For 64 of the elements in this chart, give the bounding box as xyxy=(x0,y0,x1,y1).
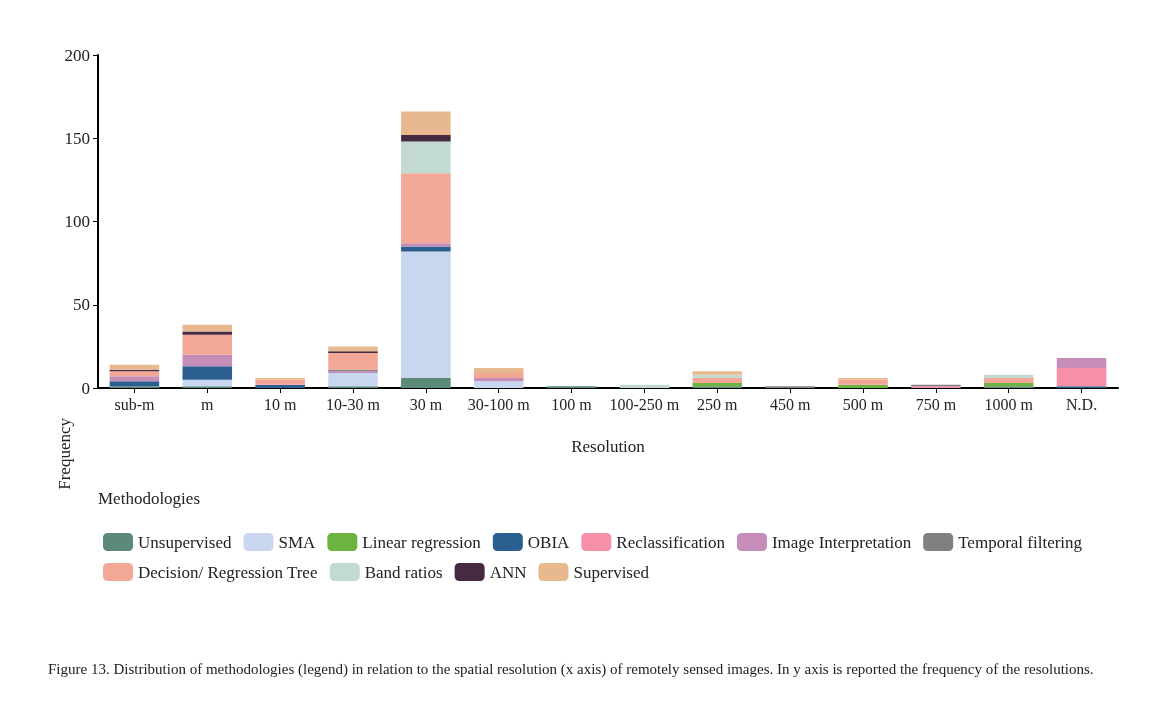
y-tick-label: 100 xyxy=(64,212,90,231)
x-tick-label: 250 m xyxy=(697,395,739,413)
x-tick-label: 500 m xyxy=(842,395,884,413)
x-tick-label: m xyxy=(201,395,215,413)
bar xyxy=(838,379,888,385)
x-axis-title: Resolution xyxy=(571,437,646,456)
x-tick-label: 100-250 m xyxy=(609,395,680,413)
legend-label: Supervised xyxy=(573,562,650,582)
bar xyxy=(473,373,524,379)
legend-label: Decision/ Regression Tree xyxy=(138,562,318,582)
y-tick-label: 150 xyxy=(64,128,90,148)
bar xyxy=(182,331,233,335)
bar xyxy=(109,364,160,370)
y-tick-label: 0 xyxy=(81,378,90,398)
bar xyxy=(401,251,451,379)
x-tick-label: 10-30 m xyxy=(326,395,381,413)
y-tick-label: 50 xyxy=(73,295,90,315)
x-tick-label: 10 m xyxy=(263,395,297,413)
x-tick-label: 30 m xyxy=(409,395,443,413)
legend-label: Temporal filtering xyxy=(958,532,1083,552)
bar xyxy=(401,173,451,244)
bar xyxy=(328,346,378,352)
bar xyxy=(328,353,378,370)
bar xyxy=(182,354,233,367)
bar xyxy=(255,384,305,388)
bar xyxy=(109,376,160,382)
caption: Figure 13. Distribution of methodologies (legend) in relation to the spatial resolution (x axis) of remotely sensed images. In y axis is reported the frequency of the resolutions. xyxy=(48,661,1094,678)
y-axis-title: Frequency xyxy=(55,417,74,490)
legend-label: SMA xyxy=(278,532,317,552)
bar xyxy=(109,371,160,377)
bar xyxy=(401,246,451,252)
bar xyxy=(1056,358,1107,369)
bar xyxy=(401,111,451,135)
bar xyxy=(401,141,451,174)
bar xyxy=(182,334,233,355)
y-tick-label: 200 xyxy=(64,45,90,65)
x-tick-label: 750 m xyxy=(915,395,957,413)
x-tick-label: 30-100 m xyxy=(467,395,531,413)
legend-label: OBIA xyxy=(527,532,571,552)
bar xyxy=(983,378,1034,384)
legend-label: Unsupervised xyxy=(138,532,232,552)
legend-label: ANN xyxy=(489,562,527,582)
bar xyxy=(473,381,524,388)
bar xyxy=(1056,368,1107,387)
bar xyxy=(255,379,305,385)
legend-title: Methodologies xyxy=(98,489,200,508)
x-tick-label: 100 m xyxy=(551,395,593,413)
bar xyxy=(473,368,524,374)
x-tick-label: 450 m xyxy=(769,395,811,413)
bar xyxy=(692,378,743,384)
bar xyxy=(182,366,233,380)
bar xyxy=(328,373,378,387)
x-tick-label: N.D. xyxy=(1066,395,1098,413)
legend-label: Linear regression xyxy=(362,532,482,552)
bar xyxy=(838,384,888,388)
legend-label: Band ratios xyxy=(364,562,443,582)
legend-label: Reclassification xyxy=(616,532,726,552)
bar xyxy=(401,134,451,142)
legend-label: Image Interpretation xyxy=(771,532,912,552)
bar xyxy=(109,381,160,387)
x-tick-label: sub-m xyxy=(114,395,155,413)
bar xyxy=(401,243,451,247)
bar xyxy=(401,378,451,388)
x-tick-label: 1000 m xyxy=(984,395,1034,413)
